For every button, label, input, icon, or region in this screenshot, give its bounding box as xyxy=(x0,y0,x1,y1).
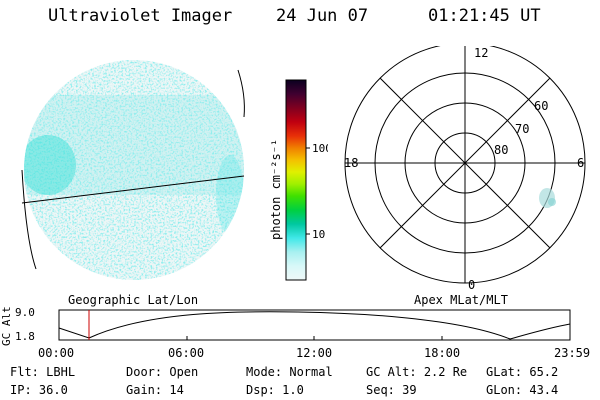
colorbar-tick-100: 100 xyxy=(312,142,328,155)
status-seq-label: Seq: xyxy=(366,383,395,397)
status-door-label: Door: xyxy=(126,365,163,379)
date-label: 24 Jun 07 xyxy=(276,6,369,26)
bright-patch-right xyxy=(216,155,244,235)
status-door: Door: Open xyxy=(126,365,198,379)
status-gain-label: Gain: xyxy=(126,383,163,397)
x-label-2359: 23:59 xyxy=(554,346,591,360)
status-dsp-value: 1.0 xyxy=(282,383,304,397)
colorbar-unit-label: photon cm⁻²s⁻¹ xyxy=(269,139,283,240)
mlt-label-12: 12 xyxy=(474,46,488,60)
status-glon-label: GLon: xyxy=(486,383,523,397)
status-ip: IP: 36.0 xyxy=(10,383,68,397)
instrument-title: Ultraviolet Imager xyxy=(48,6,233,26)
status-glon: GLon: 43.4 xyxy=(486,383,558,397)
status-dsp: Dsp: 1.0 xyxy=(246,383,304,397)
lat-label-80: 80 xyxy=(494,143,508,157)
status-dsp-label: Dsp: xyxy=(246,383,275,397)
status-flt-value: LBHL xyxy=(46,365,76,379)
bright-patch-left xyxy=(24,135,76,195)
auroral-image xyxy=(21,60,245,280)
status-seq-value: 39 xyxy=(402,383,417,397)
status-gain-value: 14 xyxy=(169,383,184,397)
status-glon-value: 43.4 xyxy=(529,383,559,397)
status-mode-value: Normal xyxy=(289,365,333,379)
x-label-0600: 06:00 xyxy=(168,346,205,360)
status-ip-label: IP: xyxy=(10,383,32,397)
status-flt-label: Flt: xyxy=(10,365,39,379)
status-ip-value: 36.0 xyxy=(38,383,68,397)
terminator-line xyxy=(21,175,245,204)
polar-emission-core xyxy=(548,198,556,206)
status-gcalt-label: GC Alt: xyxy=(366,365,417,379)
color-scale-gradient xyxy=(285,79,307,281)
status-gcalt: GC Alt: 2.2 Re xyxy=(366,365,467,379)
timeline-frame xyxy=(58,309,571,341)
status-gcalt-value: 2.2 Re xyxy=(423,365,468,379)
limb-arc-right xyxy=(237,69,245,118)
mlt-label-0: 0 xyxy=(468,278,475,292)
lat-label-60: 60 xyxy=(534,99,548,113)
x-label-0000: 00:00 xyxy=(38,346,75,360)
polar-diagonal-2 xyxy=(379,77,551,249)
color-scale-bar: 100 10 photon cm⁻²s⁻¹ xyxy=(269,79,328,281)
status-gain: Gain: 14 xyxy=(126,383,184,397)
mlt-label-6: 6 xyxy=(577,156,584,170)
x-label-1800: 18:00 xyxy=(424,346,461,360)
y-tick-9: 9.0 xyxy=(15,306,35,319)
status-flt: Flt: LBHL xyxy=(10,365,75,379)
status-glat-label: GLat: xyxy=(486,365,523,379)
altitude-curve xyxy=(58,311,571,340)
lat-label-70: 70 xyxy=(515,122,529,136)
globe-speckle xyxy=(24,60,244,280)
geographic-label: Geographic Lat/Lon xyxy=(68,293,199,307)
gc-alt-axis-title: GC Alt xyxy=(0,306,13,346)
status-glat: GLat: 65.2 xyxy=(486,365,558,379)
status-mode: Mode: Normal xyxy=(246,365,333,379)
status-door-value: Open xyxy=(169,365,199,379)
y-tick-1-8: 1.8 xyxy=(15,330,35,343)
polar-mlt-plot: 12 18 6 0 60 70 80 xyxy=(344,46,586,292)
colorbar-tick-10: 10 xyxy=(312,228,325,241)
limb-arc-left xyxy=(21,169,37,270)
status-mode-label: Mode: xyxy=(246,365,283,379)
x-label-1200: 12:00 xyxy=(296,346,333,360)
status-glat-value: 65.2 xyxy=(529,365,559,379)
mlt-label-18: 18 xyxy=(344,156,358,170)
status-seq: Seq: 39 xyxy=(366,383,417,397)
time-label: 01:21:45 UT xyxy=(428,6,541,26)
altitude-timeline xyxy=(58,309,571,341)
apex-label: Apex MLat/MLT xyxy=(414,293,508,307)
